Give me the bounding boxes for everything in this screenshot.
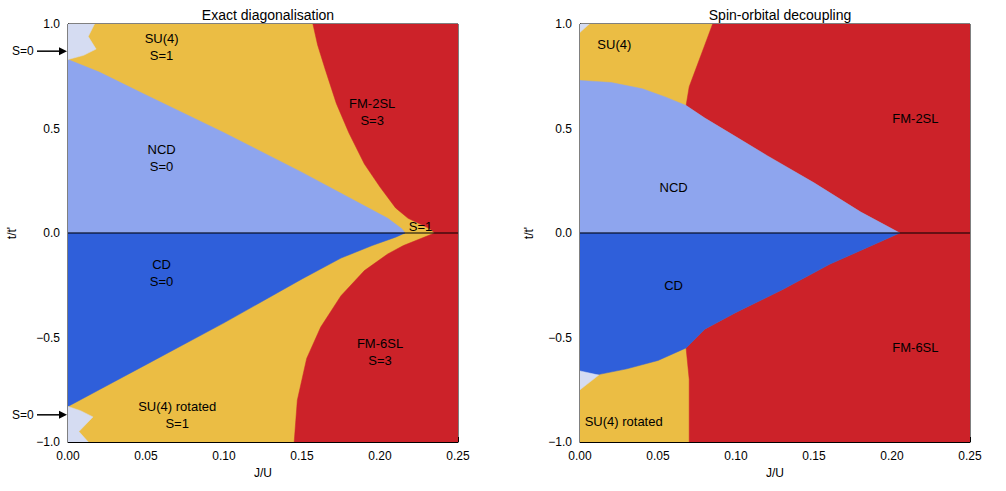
svg-text:0.05: 0.05 <box>646 449 670 463</box>
svg-text:0.25: 0.25 <box>446 449 470 463</box>
svg-text:t/t': t/t' <box>522 227 536 239</box>
svg-text:0.15: 0.15 <box>802 449 826 463</box>
svg-text:FM-2SL: FM-2SL <box>892 111 938 126</box>
svg-text:t/t': t/t' <box>5 227 19 239</box>
svg-text:0.20: 0.20 <box>368 449 392 463</box>
svg-text:S=3: S=3 <box>368 353 392 368</box>
svg-text:FM-2SL: FM-2SL <box>349 96 395 111</box>
svg-text:SU(4): SU(4) <box>597 37 631 52</box>
svg-text:−1.0: −1.0 <box>548 435 572 449</box>
svg-text:FM-6SL: FM-6SL <box>892 340 938 355</box>
svg-text:0.10: 0.10 <box>724 449 748 463</box>
svg-text:CD: CD <box>664 278 683 293</box>
svg-text:−0.5: −0.5 <box>36 331 60 345</box>
svg-text:J/U: J/U <box>766 466 784 480</box>
svg-text:CD: CD <box>152 257 171 272</box>
svg-text:SU(4): SU(4) <box>145 31 179 46</box>
svg-text:S=1: S=1 <box>409 219 433 234</box>
svg-text:Exact diagonalisation: Exact diagonalisation <box>202 7 334 23</box>
svg-text:−1.0: −1.0 <box>36 435 60 449</box>
svg-text:J/U: J/U <box>254 466 272 480</box>
svg-text:S=3: S=3 <box>360 113 384 128</box>
svg-text:0.00: 0.00 <box>568 449 592 463</box>
svg-text:S=1: S=1 <box>165 416 189 431</box>
svg-text:1.0: 1.0 <box>43 17 60 31</box>
svg-text:NCD: NCD <box>660 180 688 195</box>
svg-text:0.25: 0.25 <box>958 449 982 463</box>
svg-text:S=1: S=1 <box>150 48 174 63</box>
svg-text:0.5: 0.5 <box>43 122 60 136</box>
svg-text:0.0: 0.0 <box>43 226 60 240</box>
svg-text:0.15: 0.15 <box>290 449 314 463</box>
svg-text:NCD: NCD <box>148 142 176 157</box>
svg-text:S=0: S=0 <box>150 159 174 174</box>
svg-text:SU(4) rotated: SU(4) rotated <box>585 414 663 429</box>
svg-text:0.0: 0.0 <box>555 226 572 240</box>
svg-text:0.5: 0.5 <box>555 122 572 136</box>
svg-text:S=0: S=0 <box>150 274 174 289</box>
svg-text:1.0: 1.0 <box>555 17 572 31</box>
svg-text:0.20: 0.20 <box>880 449 904 463</box>
svg-text:S=0: S=0 <box>12 44 34 58</box>
svg-text:0.10: 0.10 <box>212 449 236 463</box>
svg-text:SU(4) rotated: SU(4) rotated <box>138 399 216 414</box>
svg-text:0.00: 0.00 <box>56 449 80 463</box>
svg-text:S=0: S=0 <box>12 408 34 422</box>
svg-text:Spin-orbital decoupling: Spin-orbital decoupling <box>709 7 851 23</box>
svg-text:−0.5: −0.5 <box>548 331 572 345</box>
svg-text:0.05: 0.05 <box>134 449 158 463</box>
svg-text:FM-6SL: FM-6SL <box>357 336 403 351</box>
